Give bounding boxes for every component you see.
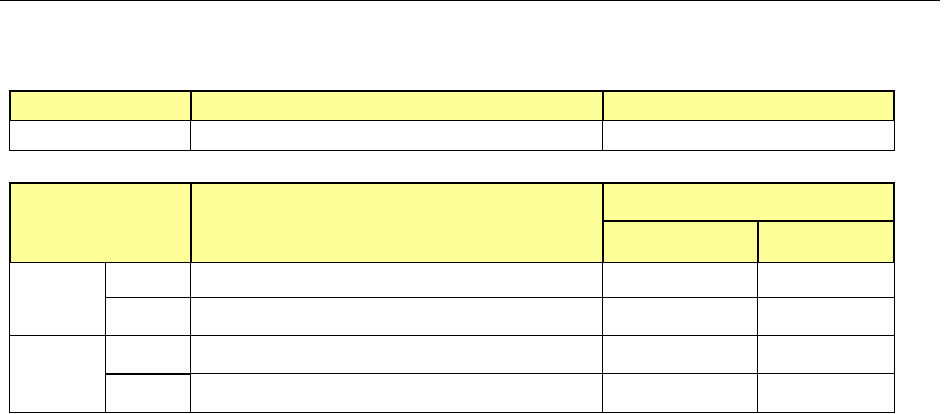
t1-cell — [9, 120, 191, 151]
t2-cell — [757, 373, 895, 413]
t2-header-sub — [757, 220, 895, 264]
t2-cell — [105, 335, 191, 374]
t2-cell — [602, 373, 758, 413]
t2-cell — [105, 262, 191, 298]
t2-header-cell — [9, 182, 192, 264]
t2-cell — [105, 297, 191, 336]
t2-cell — [190, 335, 603, 374]
t2-cell — [757, 335, 895, 374]
t2-header-sub — [602, 220, 759, 264]
t2-group-label — [9, 262, 106, 336]
t2-cell — [190, 262, 603, 298]
t2-cell — [602, 262, 758, 298]
t2-header-group — [602, 182, 895, 222]
t1-cell — [190, 120, 603, 151]
t2-cell — [602, 335, 758, 374]
t2-cell — [190, 373, 603, 413]
t2-cell — [602, 297, 758, 336]
top-rule — [0, 0, 940, 1]
t2-cell — [105, 373, 191, 413]
t2-cell — [757, 262, 895, 298]
t1-cell — [602, 120, 895, 151]
t2-cell — [190, 297, 603, 336]
t2-header-cell — [190, 182, 604, 264]
t1-header-cell — [190, 90, 604, 122]
t2-group-label — [9, 335, 106, 413]
t2-cell — [757, 297, 895, 336]
t1-header-cell — [9, 90, 192, 122]
t1-header-cell — [602, 90, 895, 122]
